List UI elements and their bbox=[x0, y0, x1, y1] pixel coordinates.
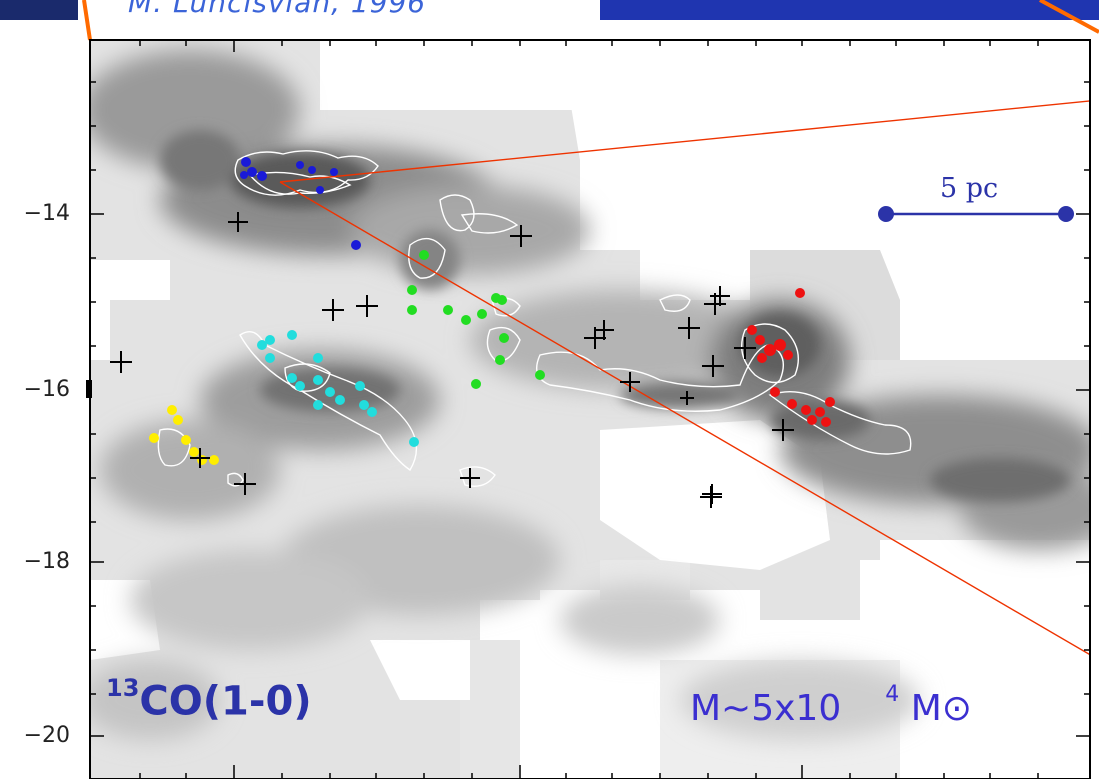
coverage-gaps bbox=[90, 40, 1090, 779]
scale-bar bbox=[878, 206, 1074, 222]
mass-prefix: M~5x10 bbox=[690, 688, 842, 729]
mass-exponent: 4 bbox=[885, 682, 900, 707]
header-bar-right bbox=[600, 0, 1099, 20]
header-caption: M. Lunclsvlan, 1996 bbox=[128, 0, 427, 19]
transition-text: CO(1-0) bbox=[139, 678, 312, 725]
frame-notch bbox=[86, 380, 92, 398]
emission-map bbox=[90, 40, 1090, 779]
axis-ticks bbox=[90, 40, 1090, 779]
green-markers bbox=[407, 250, 545, 389]
y-tick-label: −20 bbox=[23, 723, 70, 748]
cross-markers bbox=[110, 212, 794, 508]
header-pointer-lines bbox=[82, 0, 1099, 41]
scale-bar-label: 5 pc bbox=[940, 173, 999, 204]
plot-frame bbox=[89, 39, 1091, 779]
y-tick-label: −14 bbox=[23, 201, 70, 226]
red-markers bbox=[747, 288, 835, 427]
y-tick-label: −16 bbox=[23, 377, 70, 402]
cloud-mass-label: M~5x10 4 M⊙ bbox=[690, 682, 972, 729]
blue-markers bbox=[240, 157, 361, 250]
zoom-lines bbox=[279, 100, 1090, 656]
molecular-line-label: 13CO(1-0) bbox=[106, 674, 312, 725]
header-bar-left bbox=[0, 0, 78, 20]
isotope-superscript: 13 bbox=[106, 674, 140, 702]
cyan-markers bbox=[257, 330, 419, 447]
y-tick-label: −18 bbox=[23, 549, 70, 574]
contours bbox=[157, 150, 912, 487]
solar-mass-unit: M⊙ bbox=[910, 688, 972, 729]
